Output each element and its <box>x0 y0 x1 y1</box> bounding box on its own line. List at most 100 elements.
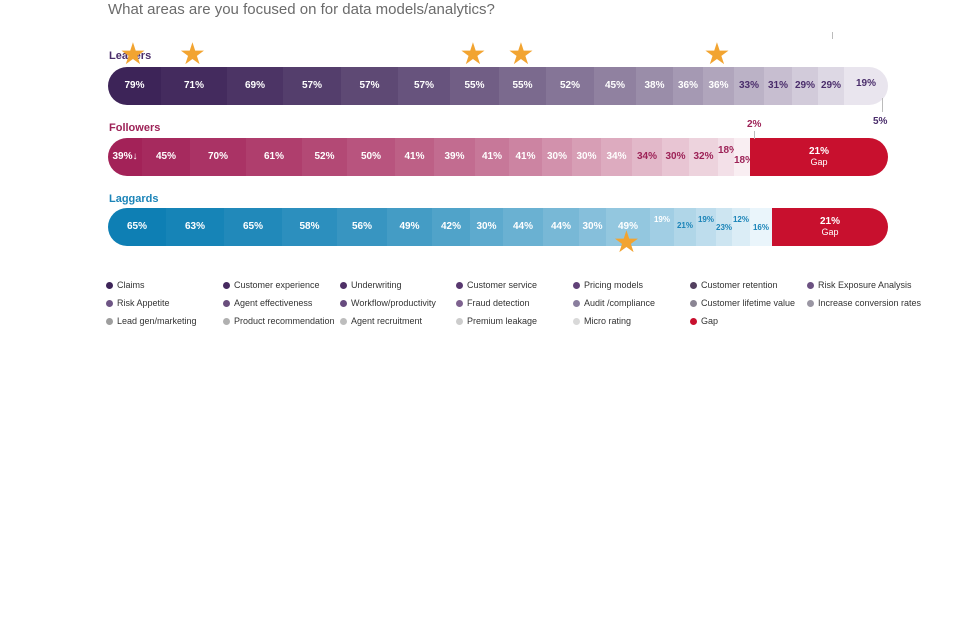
data-label: 65% <box>242 221 263 232</box>
bar-segment: 30% <box>470 208 503 246</box>
star-icon: ★ <box>179 38 206 71</box>
bar-segment: 42% <box>432 208 470 246</box>
bar-segment: 39%↓ <box>108 138 142 176</box>
legend-swatch <box>573 317 580 325</box>
data-label: 56% <box>351 221 372 232</box>
gap-sublabel: Gap <box>810 157 828 167</box>
legend-label: Increase conversion rates <box>818 298 922 308</box>
legend-item: Pricing models <box>573 280 643 290</box>
legend-item: Agent effectiveness <box>223 298 312 308</box>
legend-item: Product recommendation <box>223 316 335 326</box>
bar-segment: 44% <box>503 208 543 246</box>
legend-item: Increase conversion rates <box>807 298 921 308</box>
bar-segment: 30% <box>542 138 572 176</box>
legend-label: Workflow/productivity <box>351 298 436 308</box>
bar-followers: 39%↓ 45% 70% 61% 52% 50% 41% 39% 41% 41% 30% 30% 34%… <box>108 138 888 176</box>
legend-swatch <box>807 299 814 307</box>
star-icon: ★ <box>703 38 731 71</box>
bar-segment: 23% <box>716 208 732 246</box>
legend-item: Customer service <box>456 280 537 290</box>
legend-swatch <box>106 281 113 289</box>
bar-segment: 30% <box>662 138 689 176</box>
data-label: 79% <box>124 80 145 91</box>
star-icon: ★ <box>507 38 535 71</box>
bar-segment-gap: 21% Gap <box>750 138 888 176</box>
bar-segment: 41% <box>395 138 434 176</box>
bar-laggards: 65% 63% 65% 58% 56% 49% 42% 30% 44% 44% 30% 49% 19% 2… <box>108 208 888 246</box>
bar-segment: 30% <box>579 208 606 246</box>
data-label: 34% <box>606 151 627 162</box>
legend-label: Claims <box>117 280 145 290</box>
bar-segment: 49% <box>606 208 650 246</box>
bar-segment: 57% <box>398 67 450 105</box>
gap-value: 21% <box>819 216 840 227</box>
bar-segment: 45% <box>142 138 190 176</box>
data-label: 12% <box>732 215 749 224</box>
gap-value: 21% <box>808 146 829 157</box>
bar-segment: 70% <box>190 138 246 176</box>
data-label: 16% <box>752 223 769 232</box>
bar-segment: 44% <box>543 208 579 246</box>
bar-segment: 41% <box>475 138 509 176</box>
legend-label: Customer retention <box>701 280 778 290</box>
data-label: 30% <box>665 151 686 162</box>
annotation-leaders-extra: 5% <box>873 116 888 127</box>
data-label: 30% <box>582 221 603 232</box>
star-icon: ★ <box>119 38 147 71</box>
legend-swatch <box>340 281 347 289</box>
data-label: 21% <box>676 221 693 230</box>
bar-segment: 34% <box>632 138 662 176</box>
legend-item: Fraud detection <box>456 298 530 308</box>
legend-label: Agent recruitment <box>351 316 423 326</box>
bar-segment: 18% <box>734 138 754 176</box>
star-icon: ★ <box>459 38 487 71</box>
legend-item: Risk Appetite <box>106 298 170 308</box>
legend-swatch <box>456 317 463 325</box>
legend-swatch <box>807 281 814 289</box>
bar-segment: 52% <box>302 138 347 176</box>
leader-line <box>882 98 883 112</box>
data-label: 39% <box>444 151 465 162</box>
data-label: 30% <box>546 151 567 162</box>
data-label: 19% <box>653 215 670 224</box>
legend-swatch <box>690 299 697 307</box>
leader-line <box>754 131 755 139</box>
legend-item: Customer lifetime value <box>690 298 795 308</box>
data-label: 23% <box>716 223 733 232</box>
bar-segment: 65% <box>224 208 282 246</box>
data-label: 36% <box>708 80 729 91</box>
bar-segment: 38% <box>636 67 673 105</box>
data-label: 45% <box>604 80 625 91</box>
legend-swatch <box>106 317 113 325</box>
bar-segment: 41% <box>509 138 542 176</box>
data-label: 31% <box>767 80 788 91</box>
bar-segment: 36% <box>703 67 734 105</box>
legend-label: Customer service <box>467 280 538 290</box>
data-label: 29% <box>820 80 841 91</box>
star-icon: ★ <box>613 226 640 259</box>
legend-item: Underwriting <box>340 280 402 290</box>
data-label: 58% <box>299 221 320 232</box>
data-label: 33% <box>738 80 759 91</box>
bar-segment: 63% <box>166 208 224 246</box>
data-label: 42% <box>440 221 461 232</box>
bar-segment-gap: 21% Gap <box>772 208 888 246</box>
bar-segment: 29% <box>818 67 844 105</box>
bar-segment: 31% <box>764 67 792 105</box>
legend-swatch <box>340 299 347 307</box>
data-label: 41% <box>404 151 425 162</box>
legend-label: Risk Exposure Analysis <box>818 280 912 290</box>
data-label: 55% <box>512 80 533 91</box>
data-label: 57% <box>413 80 434 91</box>
data-label: 50% <box>360 151 381 162</box>
data-label: 45% <box>155 151 176 162</box>
legend-label: Audit /compliance <box>584 298 656 308</box>
bar-segment: 45% <box>594 67 636 105</box>
legend-swatch <box>223 317 230 325</box>
legend-swatch <box>223 299 230 307</box>
data-label: 44% <box>550 221 571 232</box>
legend-label: Micro rating <box>584 316 632 326</box>
legend-item: Customer retention <box>690 280 778 290</box>
data-label: 61% <box>263 151 284 162</box>
bar-segment: 19% <box>650 208 674 246</box>
